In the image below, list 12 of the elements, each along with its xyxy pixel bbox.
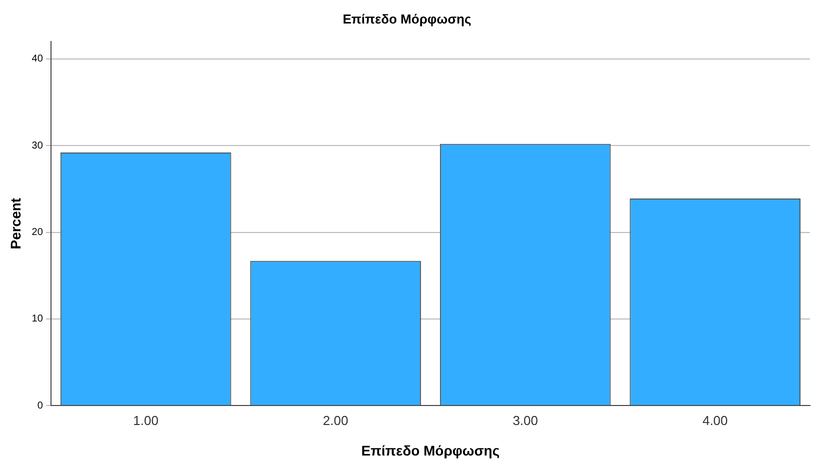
y-tick-label: 20 xyxy=(32,227,44,238)
y-tick-label: 10 xyxy=(32,314,44,325)
y-tick-label: 0 xyxy=(37,400,44,412)
y-tick-label: 30 xyxy=(32,140,44,152)
y-axis-title: Percent xyxy=(7,198,24,250)
chart-title: Επίπεδο Μόρφωσης xyxy=(342,11,472,26)
x-tick-label: 1.00 xyxy=(133,412,158,428)
x-tick-label: 2.00 xyxy=(322,412,348,428)
y-tick-label: 40 xyxy=(32,54,44,65)
x-tick-label: 4.00 xyxy=(702,412,728,428)
x-tick-label: 3.00 xyxy=(512,412,538,428)
x-axis-title: Επίπεδο Μόρφωσης xyxy=(361,442,500,458)
